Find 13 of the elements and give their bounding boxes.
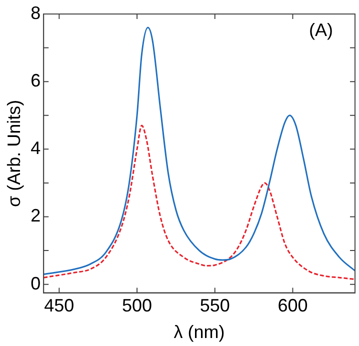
x-tick-label: 600 [278,296,308,316]
y-tick-label: 0 [30,273,41,294]
x-tick-label: 500 [122,296,152,316]
line-series [44,124,355,280]
y-tick-label: 2 [30,206,41,226]
y-tick-label: 6 [30,70,41,91]
y-tick-label: 8 [30,2,41,23]
y-axis-title: σ (Arb. Units) [4,100,24,207]
annotation: (A) [309,20,333,40]
x-axis-title: λ (nm) [174,322,225,342]
x-tick-label: 550 [200,296,230,316]
y-tick-label: 4 [30,138,41,158]
x-tick-label: 450 [44,296,74,316]
